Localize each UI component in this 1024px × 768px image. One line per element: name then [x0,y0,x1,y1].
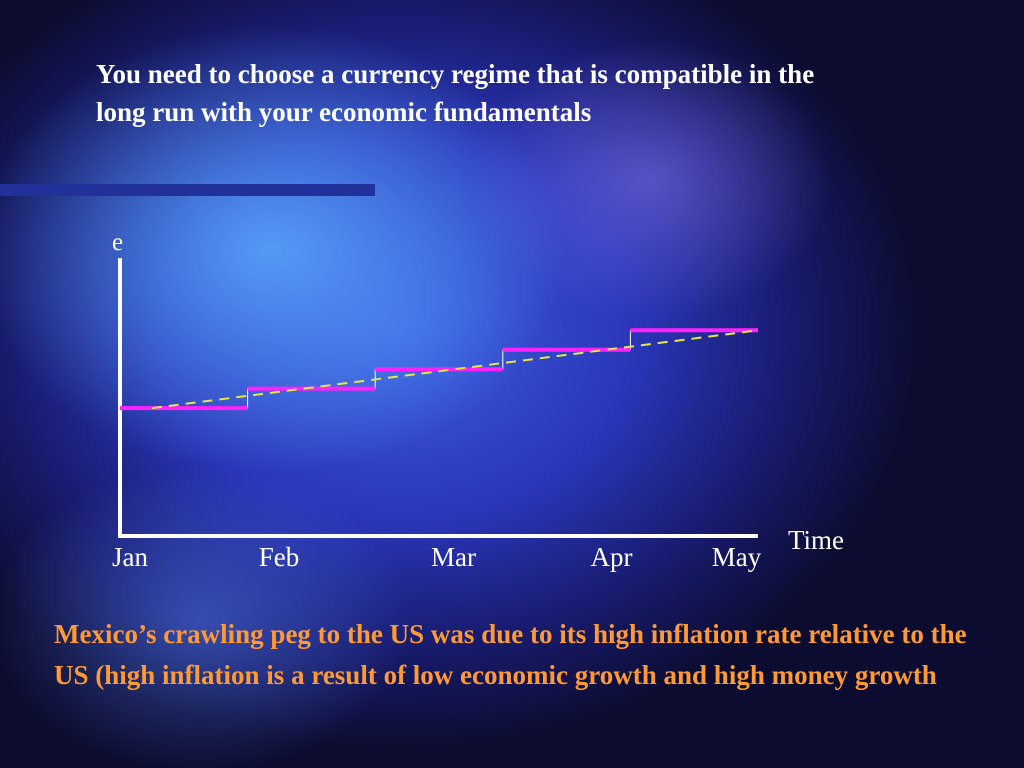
x-tick-label: Mar [431,542,476,572]
x-tick-label: Feb [259,542,300,572]
x-tick-label: Jan [112,542,148,572]
slide-footnote: Mexico’s crawling peg to the US was due … [54,619,967,690]
y-axis-label: e [112,229,123,256]
x-tick-label: Apr [591,542,633,572]
x-axis-label: Time [788,525,844,555]
title-underline-bar [0,184,375,196]
x-tick-label: May [712,542,762,572]
slide-title: You need to choose a currency regime tha… [96,59,815,127]
